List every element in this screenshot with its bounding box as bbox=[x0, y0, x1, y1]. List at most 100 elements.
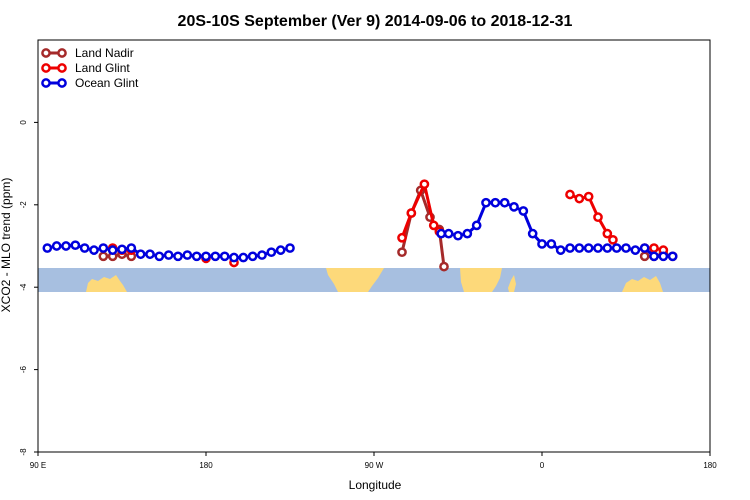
x-tick-label: 90 W bbox=[365, 461, 384, 470]
data-point bbox=[565, 189, 575, 200]
data-point bbox=[219, 251, 230, 262]
land-shape bbox=[86, 275, 127, 292]
data-point bbox=[173, 251, 183, 262]
data-point bbox=[117, 244, 127, 255]
data-point bbox=[70, 240, 81, 251]
data-point bbox=[98, 251, 109, 262]
series-layer bbox=[42, 179, 678, 272]
data-point bbox=[135, 249, 146, 260]
data-point bbox=[443, 228, 454, 239]
legend-label: Land Glint bbox=[75, 61, 130, 75]
data-point bbox=[583, 243, 594, 253]
data-point bbox=[462, 228, 473, 239]
legend-item: Land Glint bbox=[41, 61, 130, 75]
data-point bbox=[266, 247, 277, 258]
data-point bbox=[439, 261, 449, 272]
data-point bbox=[191, 251, 202, 262]
x-axis-label: Longitude bbox=[349, 478, 402, 492]
data-point bbox=[537, 239, 547, 249]
series-land-glint bbox=[107, 179, 669, 268]
data-point bbox=[583, 191, 594, 202]
land-shape bbox=[622, 276, 663, 292]
legend-item: Land Nadir bbox=[41, 46, 134, 60]
legend-marker bbox=[41, 63, 51, 73]
x-tick-label: 180 bbox=[199, 461, 213, 470]
data-point bbox=[499, 197, 510, 208]
data-point bbox=[471, 220, 482, 231]
x-tick-label: 90 E bbox=[30, 461, 46, 470]
data-point bbox=[658, 251, 669, 262]
legend-marker bbox=[57, 63, 67, 73]
data-point bbox=[593, 243, 603, 253]
data-point bbox=[602, 243, 613, 253]
data-point bbox=[453, 230, 463, 241]
data-point bbox=[107, 245, 118, 255]
data-point bbox=[574, 243, 585, 253]
data-point bbox=[608, 234, 618, 245]
y-tick-label: 0 bbox=[19, 120, 28, 125]
data-point bbox=[275, 245, 286, 255]
data-point bbox=[602, 228, 613, 239]
data-point bbox=[89, 245, 99, 255]
data-point bbox=[649, 251, 659, 262]
data-point bbox=[154, 251, 165, 262]
land-shape bbox=[326, 268, 384, 292]
data-point bbox=[611, 243, 622, 253]
data-point bbox=[98, 243, 109, 253]
data-point bbox=[527, 228, 538, 239]
x-tick-label: 0 bbox=[540, 461, 545, 470]
data-point bbox=[182, 250, 193, 260]
data-point bbox=[621, 243, 631, 253]
data-point bbox=[518, 206, 529, 216]
data-point bbox=[42, 243, 53, 253]
data-point bbox=[565, 243, 575, 253]
axes: 0 -2 -4 -6 -890 E 180 90 W 0 180 bbox=[19, 39, 717, 470]
data-point bbox=[593, 212, 603, 223]
land-ocean-map bbox=[38, 268, 710, 292]
data-point bbox=[257, 250, 267, 260]
data-point bbox=[555, 245, 566, 255]
data-point bbox=[481, 197, 491, 208]
data-point bbox=[126, 243, 137, 253]
data-point bbox=[428, 220, 439, 231]
data-point bbox=[247, 251, 258, 262]
data-point bbox=[509, 202, 519, 212]
data-point bbox=[639, 243, 650, 253]
chart-title: 20S-10S September (Ver 9) 2014-09-06 to … bbox=[178, 13, 573, 30]
data-point bbox=[201, 251, 211, 262]
series-ocean-glint bbox=[42, 197, 678, 263]
legend-label: Land Nadir bbox=[75, 46, 134, 60]
land-shape bbox=[460, 268, 502, 292]
data-point bbox=[436, 228, 447, 239]
y-tick-label: -2 bbox=[19, 201, 28, 209]
data-point bbox=[285, 243, 295, 253]
data-point bbox=[163, 250, 174, 260]
legend-label: Ocean Glint bbox=[75, 76, 139, 90]
legend-marker bbox=[41, 48, 51, 58]
legend-item: Ocean Glint bbox=[41, 76, 139, 90]
data-point bbox=[79, 243, 90, 253]
y-tick-label: -4 bbox=[19, 283, 28, 291]
data-point bbox=[397, 232, 407, 243]
data-point bbox=[490, 197, 501, 208]
data-point bbox=[546, 239, 557, 249]
data-point bbox=[61, 241, 71, 251]
data-point bbox=[238, 252, 249, 263]
data-point bbox=[51, 241, 62, 251]
legend-marker bbox=[41, 78, 51, 88]
land-shape bbox=[508, 275, 516, 292]
data-point bbox=[419, 179, 430, 190]
y-tick-label: -6 bbox=[19, 365, 28, 373]
data-point bbox=[210, 251, 221, 262]
data-point bbox=[574, 193, 585, 204]
legend-marker bbox=[57, 48, 67, 58]
data-point bbox=[229, 252, 239, 263]
data-point bbox=[649, 243, 659, 253]
legend-marker bbox=[57, 78, 67, 88]
data-point bbox=[667, 251, 678, 262]
y-axis-label: XCO2 - MLO trend (ppm) bbox=[0, 178, 13, 313]
y-tick-label: -8 bbox=[19, 448, 28, 456]
data-point bbox=[397, 247, 407, 258]
